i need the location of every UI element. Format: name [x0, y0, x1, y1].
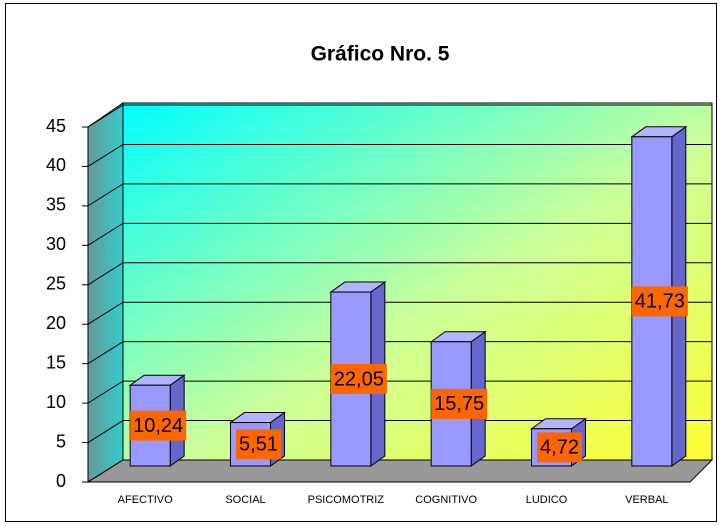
floor [86, 459, 714, 483]
data-label-box [130, 410, 187, 441]
grid-line [87, 380, 712, 404]
grid-line [87, 104, 712, 128]
grid-line [87, 459, 712, 483]
data-label: 4,72 [540, 437, 579, 459]
y-tick-label: 15 [46, 352, 66, 372]
y-tick-label: 5 [56, 431, 66, 451]
y-tick-label: 0 [56, 471, 66, 491]
x-tick-label: PSICOMOTRIZ [308, 494, 385, 506]
data-label: 22,05 [334, 368, 384, 390]
data-label-box [236, 429, 281, 460]
y-tick-label: 40 [46, 155, 66, 175]
grid-line [87, 222, 712, 246]
data-label-box [631, 286, 688, 317]
y-tick-label: 20 [46, 313, 66, 333]
data-label-box [330, 364, 387, 395]
data-label: 41,73 [635, 291, 685, 313]
grid-line [87, 301, 712, 325]
grid-line [87, 262, 712, 286]
grid-line [87, 341, 712, 365]
grid-line [87, 143, 712, 167]
data-label: 5,51 [239, 434, 278, 456]
y-tick-label: 45 [46, 116, 66, 136]
y-tick-label: 10 [46, 392, 66, 412]
back-wall [122, 102, 713, 461]
data-label-box [431, 388, 488, 419]
x-tick-label: SOCIAL [225, 494, 265, 506]
x-tick-label: COGNITIVO [415, 494, 477, 506]
x-tick-label: VERBAL [625, 494, 668, 506]
x-tick-label: AFECTIVO [118, 494, 173, 506]
y-tick-label: 35 [46, 195, 66, 215]
y-tick-label: 30 [46, 234, 66, 254]
data-label: 15,75 [434, 393, 484, 415]
grid-line [87, 420, 712, 443]
data-label: 10,24 [133, 415, 183, 437]
y-tick-label: 25 [46, 274, 66, 294]
side-wall [87, 102, 124, 483]
x-tick-label: LUDICO [526, 494, 568, 506]
grid-line [87, 183, 712, 207]
chart-title: Gráfico Nro. 5 [311, 43, 450, 66]
data-label-box [537, 432, 582, 463]
